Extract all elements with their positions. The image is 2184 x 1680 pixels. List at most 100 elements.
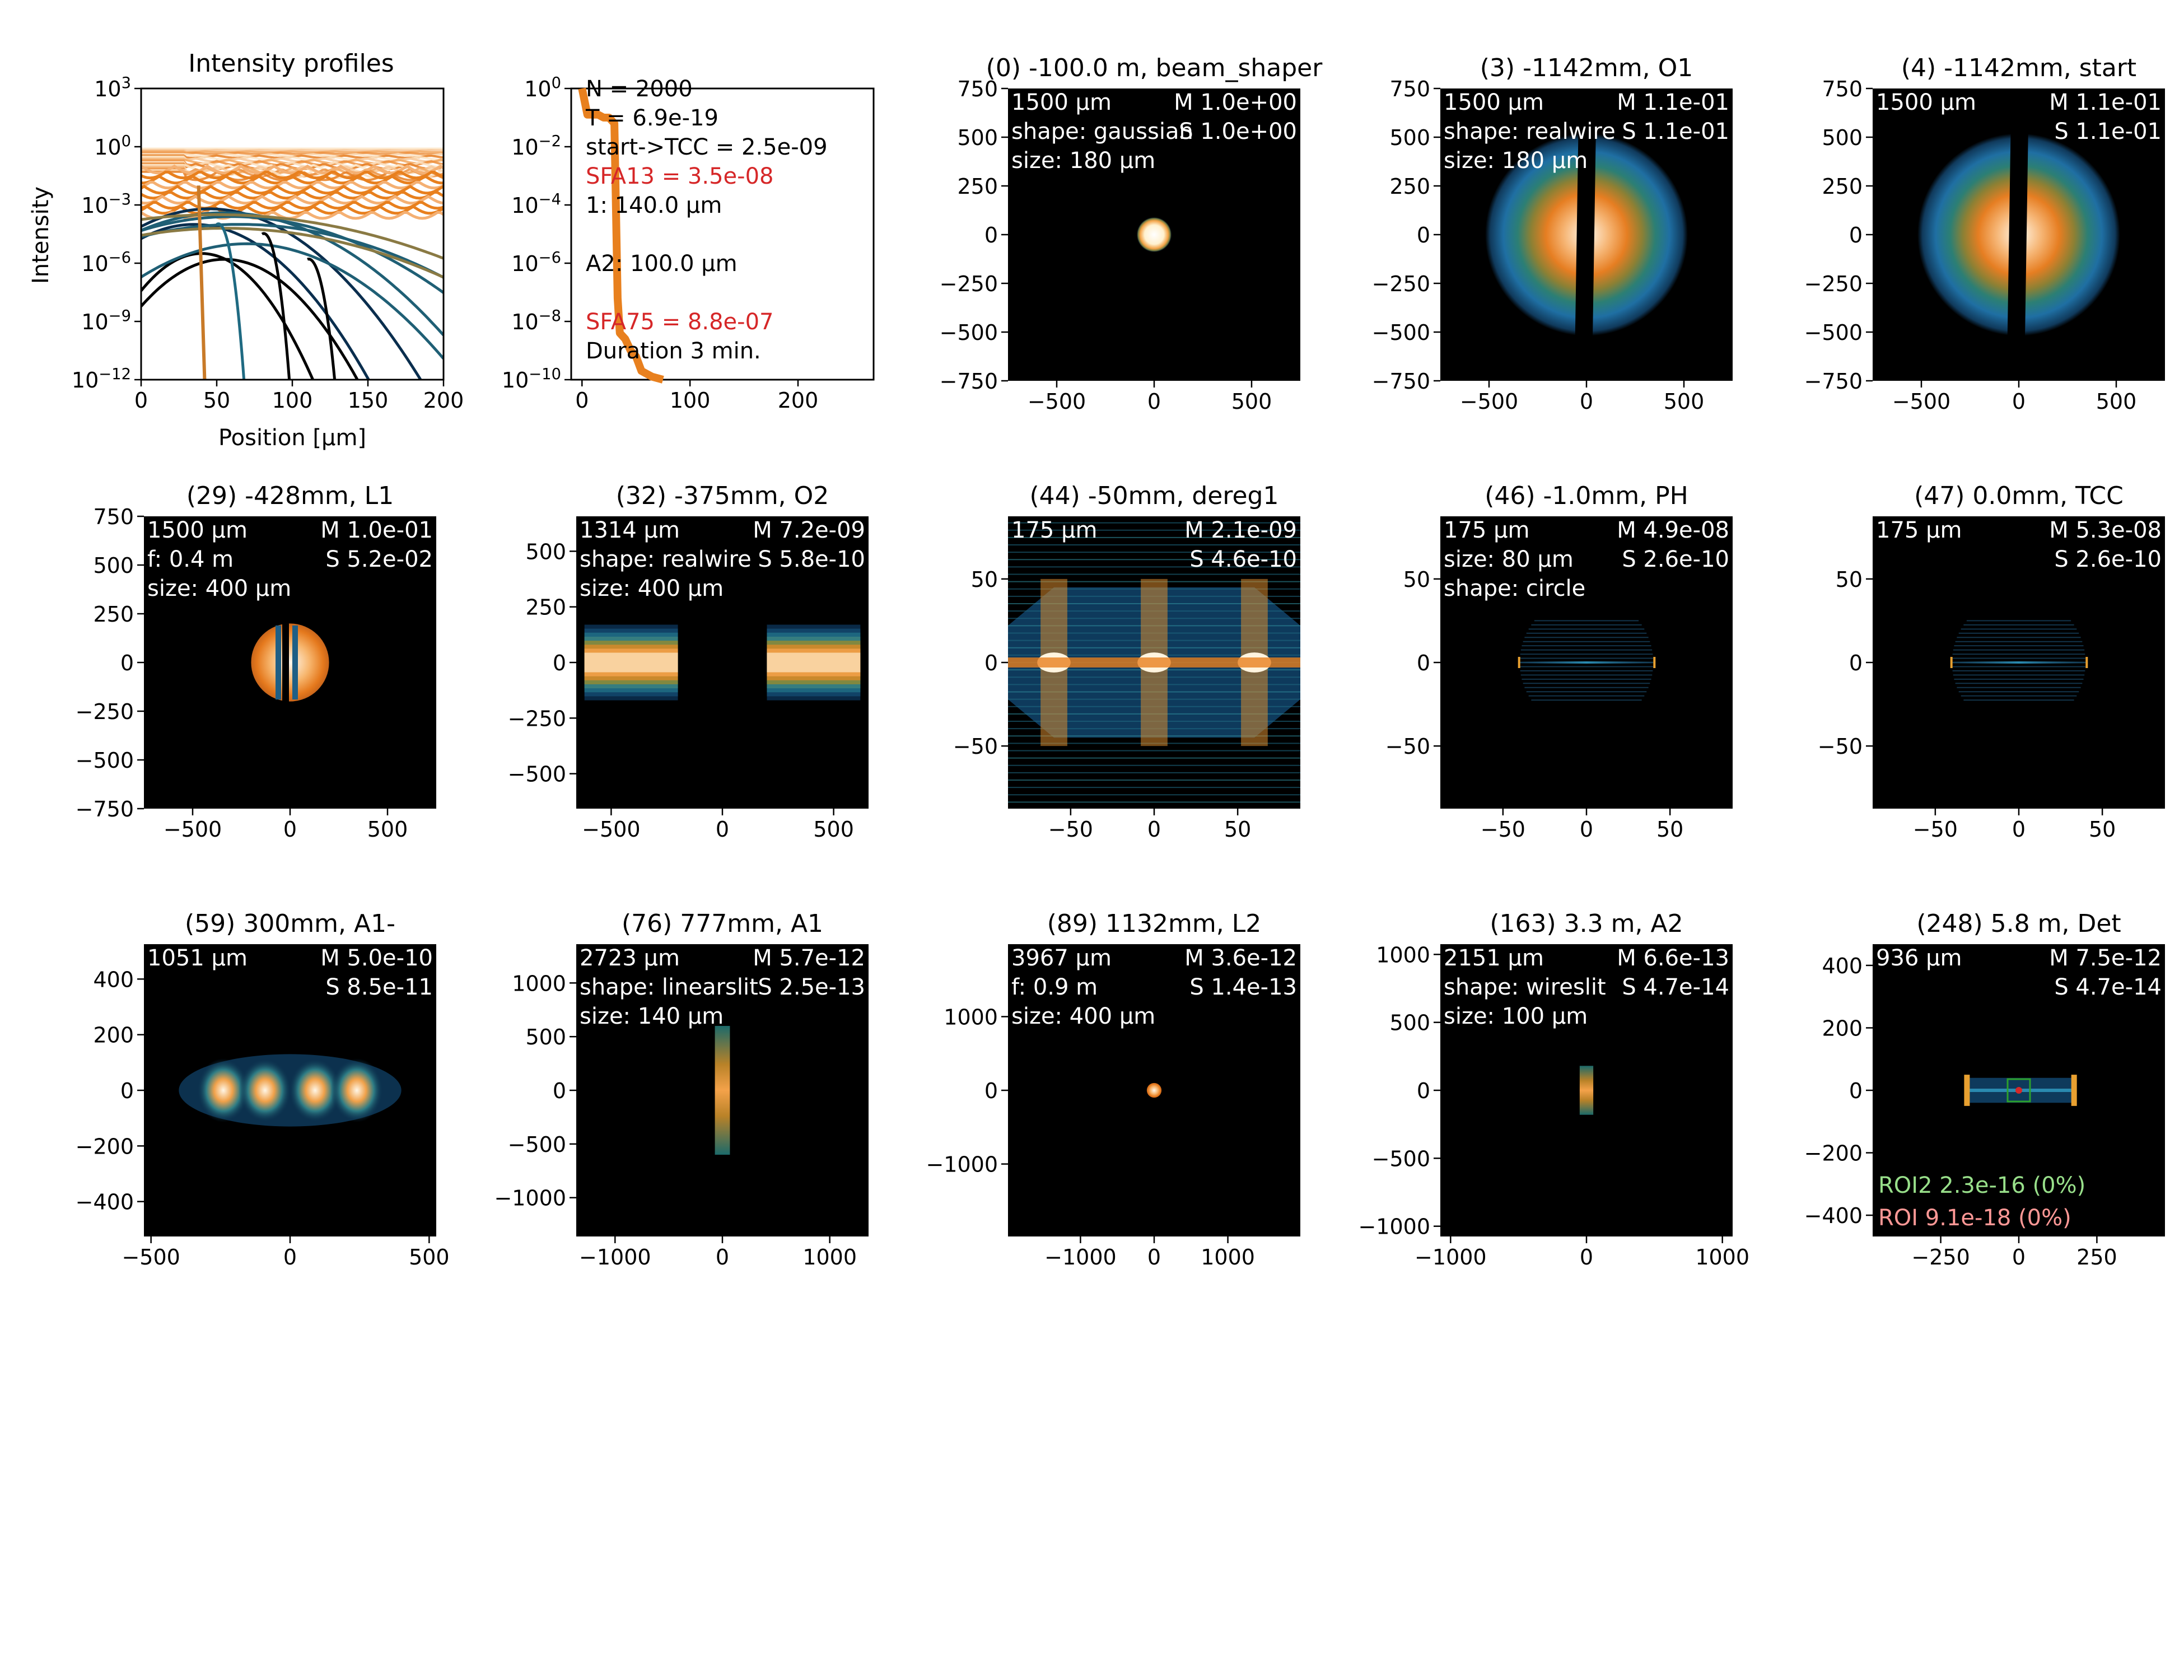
transmission-annotation: Duration 3 min.: [586, 338, 761, 364]
profile-curve: [261, 232, 291, 380]
y-tick-label: 750: [1389, 77, 1430, 101]
beam-panel-left-label: 175 µm: [1011, 517, 1097, 543]
beam-profile: [584, 624, 861, 701]
beam-panel-left-label: shape: linearslit: [580, 974, 758, 1000]
y-tick-label-exp: −6: [109, 249, 131, 267]
x-tick-label: 0: [283, 817, 297, 842]
beam-profile: [1964, 1075, 2077, 1106]
beam-panel-left-label: shape: realwire: [1444, 119, 1616, 144]
x-tick-label: 1000: [1695, 1245, 1749, 1270]
y-tick-label-base: 10: [511, 310, 538, 334]
beam-panel-left-label: size: 400 µm: [1011, 1004, 1155, 1029]
y-tick-label: 750: [1822, 77, 1863, 101]
roi-label: ROI 9.1e-18 (0%): [1878, 1205, 2071, 1231]
x-tick-label: 0: [575, 388, 589, 413]
beam-panel-title: (89) 1132mm, L2: [1047, 909, 1262, 938]
beam-panel-right-label: M 5.0e-10: [320, 945, 433, 971]
y-tick-label-exp: −4: [539, 191, 561, 208]
beam-panel-left-label: shape: realwire: [580, 547, 752, 572]
beam-panel: (163) 3.3 m, A2 2151 µm shape: wireslit siz…: [1358, 909, 1749, 1270]
x-tick-label: −250: [1911, 1245, 1970, 1270]
profile-curve: [141, 213, 444, 260]
transmission-annotation: SFA13 = 3.5e-08: [586, 164, 774, 189]
x-tick-label: −500: [1892, 389, 1950, 414]
y-tick-label: −50: [1818, 734, 1863, 759]
y-tick-label-base: 10: [72, 368, 99, 393]
beam-panel-left-label: size: 180 µm: [1444, 148, 1588, 174]
y-tick-label: −250: [508, 706, 566, 731]
wire-shadow: [2007, 111, 2029, 358]
beam-profile: [1917, 111, 2120, 358]
y-tick-label-exp: −6: [539, 249, 561, 267]
beam-edge: [2071, 1075, 2077, 1106]
wire-edge: [276, 625, 281, 700]
profile-curve: [141, 215, 444, 294]
beam-panel-left-label: size: 80 µm: [1444, 547, 1574, 572]
x-tick-label: 0: [1147, 389, 1161, 414]
beam-panel-right-label: S 2.6e-10: [2054, 547, 2162, 572]
beam-panel-title: (4) -1142mm, start: [1901, 54, 2136, 82]
beam-edge: [1518, 657, 1520, 668]
profile-curve: [216, 222, 246, 380]
x-tick-label: 500: [409, 1245, 450, 1270]
x-tick-label: −500: [164, 817, 222, 842]
intensity-profiles-series: [141, 147, 444, 380]
profile-curve: [141, 164, 444, 175]
x-tick-label: 150: [348, 388, 389, 413]
x-tick-label: 500: [813, 817, 854, 842]
beam-panel-right-label: M 7.2e-09: [753, 517, 865, 543]
beam-edge: [1653, 657, 1656, 668]
beam-panel-left-label: f: 0.4 m: [147, 547, 234, 572]
beam-panel-left-label: f: 0.9 m: [1011, 974, 1098, 1000]
y-tick-label: 0: [984, 651, 998, 675]
y-tick-label: −500: [76, 748, 134, 773]
y-tick-label: −50: [953, 734, 998, 759]
beam-panel-right-label: S 2.6e-10: [1622, 547, 1729, 572]
beam-panel-right-label: M 3.6e-12: [1184, 945, 1297, 971]
y-tick-label-base: 10: [524, 77, 551, 101]
y-tick-label-base: 10: [81, 193, 108, 218]
beam-profile: [715, 1025, 730, 1155]
y-tick-label: 0: [553, 1079, 566, 1103]
beam-panel: (59) 300mm, A1- 1051 µm M 5.0e-10 S 8.5e-11…: [76, 909, 450, 1270]
beam-band: [767, 652, 861, 673]
beam-panel: (3) -1142mm, O1 1500 µm shape: realwire siz…: [1372, 54, 1733, 414]
y-tick-label: −500: [1372, 1146, 1430, 1171]
beam-profile: [1950, 620, 2088, 701]
y-tick-label-base: 10: [502, 368, 529, 393]
y-tick-label: −50: [1385, 734, 1430, 759]
beam-panel: (29) -428mm, L1 1500 µm f: 0.4 m size: 400 …: [76, 482, 436, 842]
y-tick-label: 100: [94, 133, 131, 160]
beam-profile: [1136, 217, 1172, 253]
beam-panel-title: (46) -1.0mm, PH: [1485, 482, 1688, 510]
y-tick-label: 500: [525, 1025, 566, 1049]
y-tick-label: 1000: [944, 1005, 998, 1029]
y-tick-label: −500: [940, 320, 998, 345]
y-tick-label: 0: [120, 651, 134, 675]
profile-curve: [141, 194, 444, 205]
roi2-box: [2006, 1078, 2031, 1103]
x-tick-label: −1000: [1415, 1245, 1487, 1270]
beam-edge: [1950, 657, 1953, 668]
y-tick-label: 10−9: [81, 307, 131, 334]
y-tick-label: −200: [76, 1134, 134, 1159]
y-tick-label: 400: [1822, 954, 1863, 978]
beam-panel-left-label: 175 µm: [1444, 517, 1529, 543]
y-tick-label: 0: [1417, 223, 1430, 248]
beam-spot: [251, 623, 329, 702]
beam-panel-right-label: S 1.1e-01: [1622, 119, 1729, 144]
x-tick-label: 1000: [802, 1245, 857, 1270]
y-tick-label: 100: [524, 74, 561, 101]
y-tick-label: −500: [1804, 320, 1863, 345]
profile-curve: [141, 184, 444, 195]
y-tick-label: −200: [1804, 1141, 1863, 1166]
beam-panel-left-label: shape: gaussian: [1011, 119, 1193, 144]
intensity-profiles-chart: Intensity profiles 0 50 100 150 200 10310010…: [28, 49, 464, 451]
beam-panel: (76) 777mm, A1 2723 µm shape: linearslit si…: [494, 909, 869, 1270]
y-tick-label: −500: [508, 1132, 566, 1157]
profile-curve: [141, 180, 444, 190]
y-tick-label: 50: [1403, 567, 1430, 592]
y-tick-label: 0: [984, 223, 998, 248]
transmission-chart: N = 2000 T = 6.9e-19 start->TCC = 2.5e-09 S…: [502, 74, 875, 413]
